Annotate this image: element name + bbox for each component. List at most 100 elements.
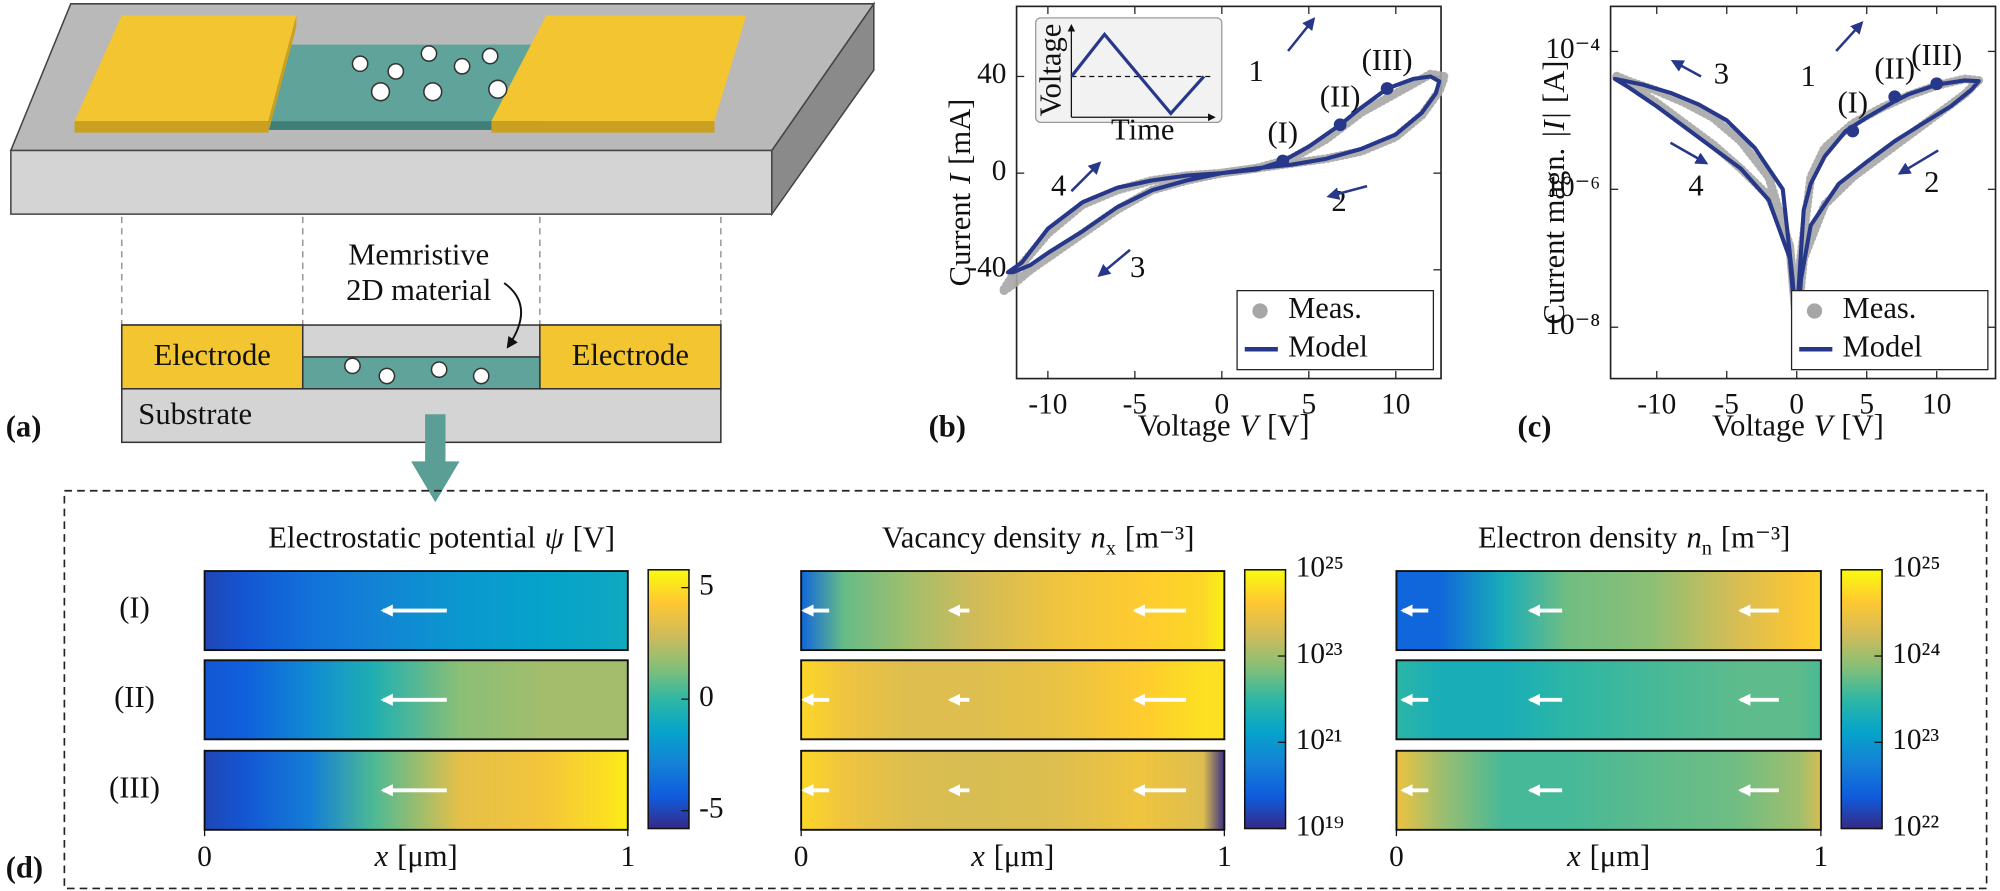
label-text: Voltage [1138,408,1231,442]
inset-wave [1070,31,1206,116]
state-point [1333,118,1347,132]
model-curve [1005,74,1442,275]
line-chart: -10 -5 0 5 10 -40 0 40 Voltage V [V] Current I [mA] (b… [929,5,1449,444]
row-label: (III) [109,770,160,804]
label-text: Current magn. [1537,148,1571,325]
heat-cell [843,750,908,830]
sweep-arrow [1287,17,1316,52]
label-unit: [μm] [1590,839,1651,873]
label-unit: [A] [1537,61,1571,103]
state-point [1846,124,1860,138]
state-point [1888,90,1902,104]
state-label: (I) [1837,86,1868,120]
label-unit: [V] [1841,408,1883,442]
row-frame [203,659,629,741]
heatmap-panel: Electrostatic potential ψ [V] (I) (II) (III) 0… [109,520,724,873]
label-unit: [m⁻³] [1721,520,1790,554]
heat-cell [1799,571,1822,651]
sweep-label: 3 [1130,250,1145,284]
heatmap-panel: Vacancy density nx [m⁻³]0 1x [μm]10²⁵10²³10²… [794,520,1344,873]
heat-cell [1566,571,1652,651]
device-3d [9,1,876,217]
line-chart: -10 -5 0 5 10 10⁻⁸ 10⁻⁶ 10⁻⁴ Voltage V [V] Current … [1518,5,1997,444]
heat-cell [458,571,544,651]
colorbar-tick-label: -5 [699,792,723,824]
inset-xlabel: Time [1111,113,1174,147]
heat-cell [543,571,608,651]
label-subscript: n [1702,537,1712,559]
label: Vacancy density nx [m⁻³] [882,520,1194,559]
label: Voltage V [V] [1712,408,1884,442]
heat-cell [843,660,908,740]
heat-cell [458,750,544,830]
label: Electrostatic potential ψ [V] [268,520,615,554]
inset-ylabel: Voltage [1034,24,1068,117]
sweep-label: 2 [1331,184,1346,218]
heat-cell [458,660,544,740]
heat-cell [246,571,312,651]
heat-cell [606,750,629,830]
x-tick-label: 1 [620,841,635,873]
x-tick-label: 5 [1859,388,1874,420]
electrode-label: Electrode [572,338,689,372]
heat-cell [1651,660,1737,740]
heat-cell [1203,571,1226,651]
colorbar-tick-label: 10¹⁹ [1296,810,1344,842]
row-frame [1395,570,1822,652]
heatmap-panel: Electron density nn [m⁻³]0 1x [μm]10²⁵10²⁴10… [1389,520,1940,873]
heat-cell [204,571,248,651]
label-text: Electrostatic potential [268,520,535,554]
legend-label: Model [1843,329,1923,363]
panel-label: (b) [929,410,966,444]
y-tick-label: 40 [977,58,1006,90]
label-text: Current [943,192,977,286]
label: Current I [mA] [943,99,977,287]
y-tick-label: 10⁻⁴ [1545,33,1600,65]
x-tick-label: 0 [1215,388,1230,420]
label-unit: [μm] [397,839,458,873]
sweep-arrow [1070,161,1102,193]
sweep-label: 3 [1714,56,1729,90]
sweep-arrow [1097,248,1131,277]
label-unit: [V] [1267,408,1309,442]
label-symbol: V [1814,408,1836,442]
legend-label: Meas. [1843,291,1917,325]
heat-cell [246,750,312,830]
heat-cell [1651,571,1737,651]
sweep-label: 1 [1249,54,1264,88]
colorbar-tick-label: 10²³ [1892,724,1939,756]
label-unit: [μm] [994,839,1055,873]
heat-cell [1566,660,1652,740]
label-symbol: n [1091,520,1106,554]
label-unit: [V] [573,520,615,554]
state-point [1276,154,1290,168]
y-tick-label: 0 [992,155,1007,187]
label-symbol: V [1240,408,1262,442]
heat-cell [310,571,375,651]
device-cross-section [120,282,722,503]
x-tick-label: 10 [1381,388,1410,420]
model-curve [1612,76,1981,340]
sweep-label: 4 [1688,169,1703,203]
heat-cell [1438,750,1504,830]
legend-label: Meas. [1288,291,1362,325]
heat-cell [204,660,248,740]
heat-cell [1055,750,1141,830]
label-symbol: |I| [1537,112,1571,139]
state-label: (II) [1874,51,1915,85]
sweep-arrow [1897,149,1939,175]
sweep-label: 1 [1800,59,1815,93]
legend-label: Model [1288,329,1368,363]
row-frame [203,749,629,831]
row-frame [1395,749,1822,831]
state-label: (I) [1267,116,1298,150]
inset: Time Voltage [1034,17,1223,147]
x-tick-label: 0 [1389,841,1404,873]
label-text: Voltage [1712,408,1805,442]
x-tick-label: 1 [1814,841,1829,873]
label-symbol: n [1686,520,1701,554]
row-frame [800,659,1226,741]
state-label: (II) [1320,79,1361,113]
state-point [1930,77,1944,91]
